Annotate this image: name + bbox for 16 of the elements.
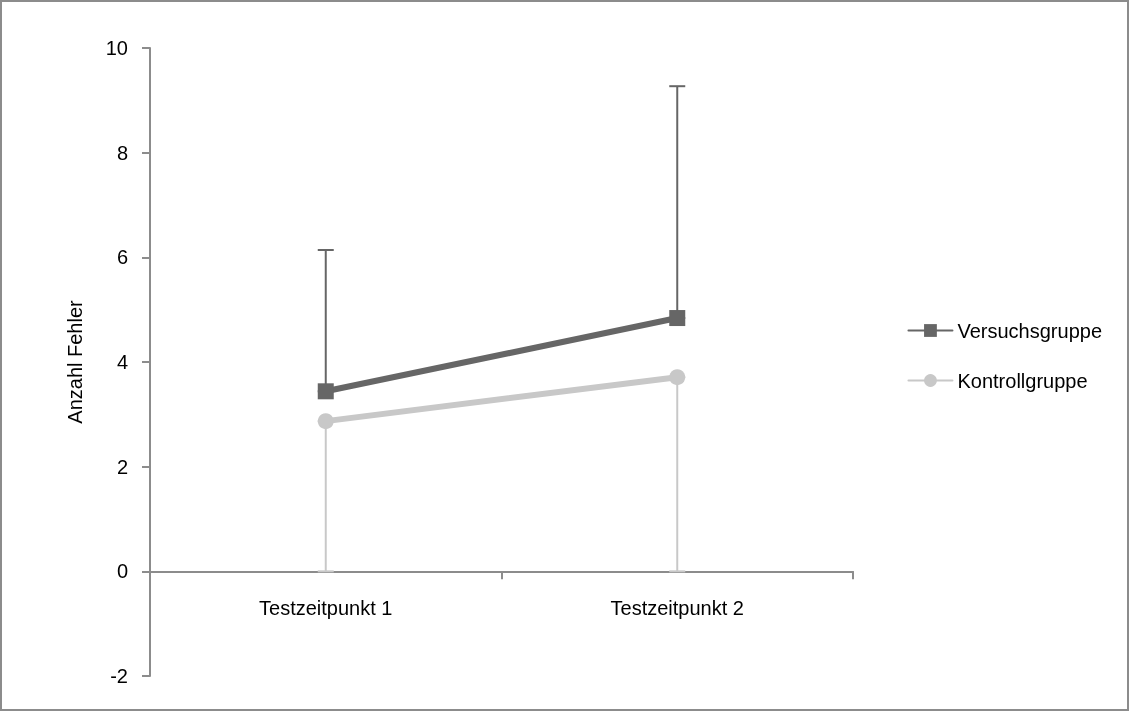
y-tick-label: 6 (116, 246, 128, 269)
y-axis-title: Anzahl Fehler (64, 299, 86, 424)
point (669, 369, 686, 386)
point (317, 413, 334, 430)
y-tick-label: -2 (110, 665, 128, 687)
y-tick-label: 0 (116, 560, 128, 583)
y-tick-label: 2 (116, 455, 128, 478)
y-tick-label: 10 (105, 37, 128, 59)
legend-label: Kontrollgruppe (957, 369, 1088, 392)
x-tick-label: Testzeitpunkt 1 (259, 597, 393, 619)
y-tick-label: 8 (116, 141, 128, 164)
legend-label: Versuchsgruppe (957, 319, 1103, 342)
point (669, 310, 686, 327)
point (317, 383, 334, 400)
y-tick-label: 4 (116, 351, 128, 373)
x-tick-label: Testzeitpunkt 2 (610, 597, 744, 619)
